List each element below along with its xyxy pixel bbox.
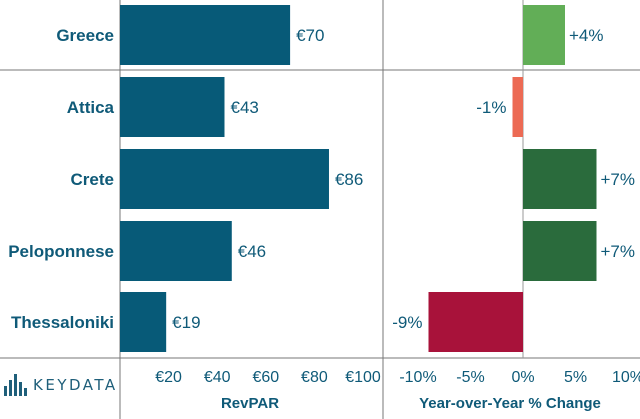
category-label-greece: Greece	[56, 26, 114, 45]
yoy-value-label-crete: +7%	[601, 170, 636, 189]
category-labels: Greece Attica Crete Peloponnese Thessaloniki	[8, 26, 114, 332]
keydata-logo: KEYDATA	[4, 374, 118, 396]
yoy-tick-label: 5%	[564, 369, 587, 386]
yoy-tick-label: -10%	[399, 369, 436, 386]
yoy-value-label-thessaloniki: -9%	[392, 313, 422, 332]
revpar-bar-thessaloniki	[120, 292, 167, 352]
logo-bars-icon	[4, 374, 27, 396]
category-label-thessaloniki: Thessaloniki	[11, 313, 114, 332]
yoy-tick-label: -5%	[456, 369, 484, 386]
revpar-tick-label: €60	[252, 369, 279, 386]
revpar-value-label-peloponnese: €46	[238, 242, 266, 261]
yoy-bar-attica	[512, 77, 523, 137]
yoy-tick-label: 0%	[511, 369, 534, 386]
category-label-crete: Crete	[71, 170, 114, 189]
yoy-axis-title: Year-over-Year % Change	[419, 395, 601, 412]
logo-text: KEYDATA	[33, 376, 118, 394]
revpar-tick-label: €100	[345, 369, 381, 386]
revpar-bar-greece	[120, 5, 291, 65]
revpar-axis-title: RevPAR	[221, 395, 279, 412]
revpar-value-label-thessaloniki: €19	[172, 313, 200, 332]
yoy-bar-crete	[523, 149, 597, 209]
revpar-tick-label: €40	[204, 369, 231, 386]
revpar-bar-peloponnese	[120, 221, 232, 281]
yoy-value-label-peloponnese: +7%	[601, 242, 636, 261]
revpar-bar-attica	[120, 77, 225, 137]
revpar-value-label-attica: €43	[230, 98, 258, 117]
revpar-bar-crete	[120, 149, 329, 209]
yoy-bar-peloponnese	[523, 221, 597, 281]
yoy-value-label-greece: +4%	[569, 26, 604, 45]
yoy-panel: +4% -1% +7% +7% -9% -10% -5% 0% 5% 10%	[392, 5, 640, 386]
yoy-tick-label: 10%	[612, 369, 640, 386]
yoy-bar-thessaloniki	[428, 292, 523, 352]
revpar-tick-label: €20	[155, 369, 182, 386]
revpar-tick-label: €80	[301, 369, 328, 386]
revpar-value-label-greece: €70	[296, 26, 324, 45]
yoy-bar-greece	[523, 5, 565, 65]
category-label-attica: Attica	[67, 98, 115, 117]
revpar-value-label-crete: €86	[335, 170, 363, 189]
yoy-value-label-attica: -1%	[476, 98, 506, 117]
category-label-peloponnese: Peloponnese	[8, 242, 114, 261]
revpar-panel: €70 €43 €86 €46 €19 €20 €40 €60 €80 €100	[120, 5, 381, 386]
